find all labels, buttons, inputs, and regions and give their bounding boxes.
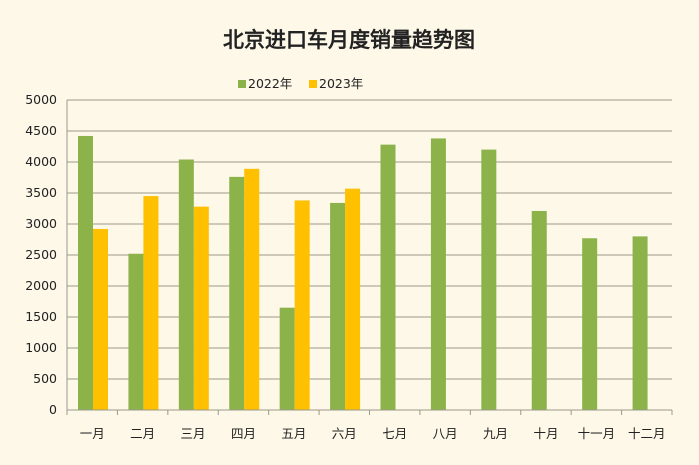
- y-tick-label: 0: [49, 402, 57, 417]
- bar-2023-1: [93, 228, 108, 410]
- y-tick-label: 4500: [25, 123, 57, 138]
- y-tick-label: 3500: [25, 185, 57, 200]
- bar-2022-11: [582, 238, 598, 410]
- legend-label: 2023年: [319, 76, 363, 91]
- legend: 2022年 2023年: [238, 76, 363, 91]
- legend-swatch: [309, 80, 317, 88]
- legend-swatch: [238, 80, 246, 88]
- bar-2022-1: [78, 135, 93, 410]
- x-axis: 一月 二月 三月 四月 五月 六月 七月 八月 九月 十月 十一月 十二月: [66, 409, 673, 441]
- x-tick-label: 九月: [483, 426, 508, 441]
- legend-label: 2022年: [248, 76, 292, 91]
- x-tick-label: 十二月: [628, 426, 666, 441]
- bar-2022-5: [279, 307, 295, 410]
- y-tick-label: 3000: [25, 216, 57, 231]
- x-tick-label: 七月: [382, 426, 407, 441]
- bar-2022-4: [229, 176, 245, 410]
- y-tick-label: 2500: [25, 247, 57, 262]
- bar-2023-5: [294, 200, 310, 410]
- x-tick-label: 六月: [332, 426, 357, 441]
- bar-2022-8: [430, 138, 446, 410]
- x-tick-label: 二月: [130, 426, 155, 441]
- x-tick-label: 五月: [281, 426, 306, 441]
- bar-2022-3: [178, 159, 194, 410]
- bar-2022-7: [380, 144, 396, 410]
- y-axis: 0 500 1000 1500 2000 2500 3000 3500 4000 4500 5000: [25, 92, 68, 417]
- bar-2023-2: [143, 196, 159, 410]
- x-tick-label: 十月: [533, 426, 558, 441]
- chart-title: 北京进口车月度销量趋势图: [223, 28, 475, 52]
- x-tick-label: 十一月: [578, 426, 616, 441]
- bar-2023-4: [244, 168, 260, 410]
- bar-2022-9: [481, 149, 497, 410]
- y-tick-label: 500: [33, 371, 57, 386]
- x-tick-label: 三月: [181, 426, 206, 441]
- y-tick-label: 1500: [25, 309, 57, 324]
- bar-2022-12: [632, 236, 648, 410]
- x-tick-label: 八月: [433, 426, 458, 441]
- bars: [78, 135, 648, 410]
- x-tick-label: 一月: [80, 426, 105, 441]
- y-tick-label: 2000: [25, 278, 57, 293]
- bar-2022-2: [128, 253, 144, 410]
- bar-2023-6: [345, 188, 361, 410]
- bar-2023-3: [193, 206, 209, 410]
- gridlines: [67, 99, 672, 411]
- y-tick-label: 5000: [25, 92, 57, 107]
- bar-2022-6: [330, 202, 346, 410]
- x-tick-label: 四月: [231, 426, 256, 441]
- bar-2022-10: [531, 210, 547, 410]
- y-tick-label: 4000: [25, 154, 57, 169]
- y-tick-label: 1000: [25, 340, 57, 355]
